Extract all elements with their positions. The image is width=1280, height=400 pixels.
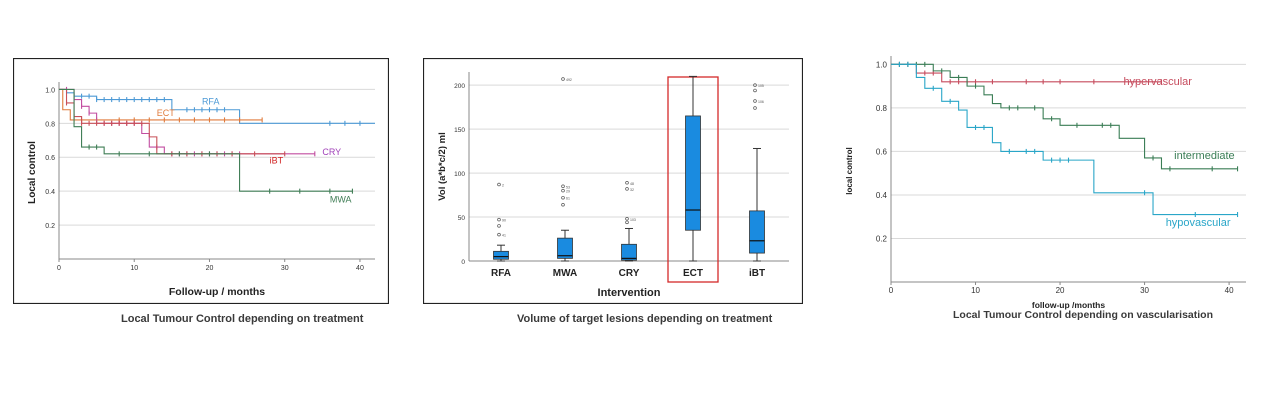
y-tick-label: 0.6 — [876, 147, 888, 156]
outlier-iBT — [753, 99, 757, 103]
y-tick-label: 150 — [454, 127, 465, 134]
outlier-RFA — [497, 224, 501, 228]
km-treatment-chart: 0.2 0.4 0.6 0.8 1.0 0 10 20 30 40 RFA ECT CRY iBT MWA F… — [12, 57, 390, 305]
boxplot-caption: Volume of target lesions depending on tr… — [517, 313, 773, 325]
km-vascular-caption: Local Tumour Control depending on vascul… — [953, 309, 1213, 321]
outlier-MWA — [561, 184, 565, 189]
outlier-label-iBT: 105 — [758, 84, 764, 88]
x-axis-title: Intervention — [598, 287, 661, 299]
y-tick-label: 0 — [461, 259, 465, 266]
box-MWA — [557, 237, 573, 259]
series-label-iBT: iBT — [270, 156, 284, 166]
y-tick-label: 0.4 — [876, 191, 888, 200]
x-tick-label: 0 — [57, 265, 61, 272]
outlier-label-MWA: 492 — [566, 78, 572, 82]
y-tick-label: 1.0 — [45, 87, 55, 94]
chart-frame — [12, 57, 390, 305]
y-tick-label: 0.2 — [45, 223, 55, 230]
outlier-MWA — [561, 202, 565, 207]
outlier-RFA — [497, 232, 501, 237]
outlier-label-CRY: 103 — [630, 218, 636, 222]
y-tick-label: 200 — [454, 83, 465, 90]
x-tick-label: RFA — [491, 268, 511, 279]
km-treatment-panel: 0.2 0.4 0.6 0.8 1.0 0 10 20 30 40 RFA ECT CRY iBT MWA F… — [12, 57, 390, 305]
outlier-label-MWA: 53 — [566, 185, 570, 189]
y-tick-label: 0.8 — [45, 121, 55, 128]
box-CRY — [621, 243, 637, 261]
outlier-label-RFA: 90 — [502, 219, 506, 223]
x-tick-label: 10 — [130, 265, 138, 272]
x-tick-label: 10 — [971, 286, 980, 295]
x-tick-label: 40 — [1225, 286, 1234, 295]
series-line-hypovascular — [891, 63, 1238, 216]
outlier-label-iBT: 106 — [758, 100, 764, 104]
x-axis-title: follow-up /months — [1032, 300, 1105, 310]
outlier-CRY — [625, 187, 629, 191]
series-label-hypervascular: hypervascular — [1123, 76, 1192, 88]
outlier-label-RFA: 2 — [502, 184, 504, 188]
outlier-CRY — [625, 217, 629, 221]
km-vascular-chart: 0.2 0.4 0.6 0.8 1.0 0 10 20 30 40 hypervascular int… — [845, 56, 1246, 310]
outlier-MWA — [561, 188, 565, 193]
outlier-label-MWA: 29 — [566, 190, 570, 194]
outlier-label-RFA: 41 — [502, 234, 506, 238]
x-tick-label: ECT — [683, 268, 703, 279]
chart-frame — [422, 57, 804, 305]
box-iBT — [749, 210, 765, 254]
outlier-iBT — [753, 88, 757, 93]
series-line-hypervascular — [891, 63, 1162, 83]
x-axis-title: Follow-up / months — [169, 286, 265, 298]
km-treatment-caption: Local Tumour Control depending on treatm… — [121, 313, 364, 325]
x-tick-label: 30 — [281, 265, 289, 272]
y-tick-label: 100 — [454, 171, 465, 178]
series-line-MWA — [59, 88, 353, 192]
series-label-MWA: MWA — [330, 195, 352, 205]
x-tick-label: 30 — [1140, 286, 1149, 295]
series-label-RFA: RFA — [202, 96, 220, 106]
outlier-MWA — [561, 77, 565, 81]
x-tick-label: 40 — [356, 265, 364, 272]
series-label-hypovascular: hypovascular — [1166, 217, 1231, 229]
outlier-MWA — [561, 195, 565, 200]
x-tick-label: CRY — [619, 268, 640, 279]
km-vascular-panel: 0.2 0.4 0.6 0.8 1.0 0 10 20 30 40 hypervascular int… — [840, 52, 1260, 312]
outlier-iBT — [753, 106, 757, 110]
y-tick-label: 50 — [458, 215, 466, 222]
y-tick-label: 0.4 — [45, 189, 55, 196]
y-axis-title: Vol (a*b*c/2) ml — [437, 132, 448, 200]
boxplot-panel: 0 50 100 150 200 2 90 41 RFA 492 53 29 61 MWA 48 32 103 C… — [422, 57, 804, 305]
x-tick-label: 20 — [206, 265, 214, 272]
outlier-iBT — [753, 83, 757, 87]
y-tick-label: 1.0 — [876, 60, 888, 69]
y-axis-title: Local control — [27, 141, 38, 204]
series-label-intermediate: intermediate — [1174, 150, 1235, 162]
outlier-RFA — [497, 217, 501, 222]
x-tick-label: 20 — [1056, 286, 1065, 295]
series-line-intermediate — [891, 63, 1238, 170]
x-tick-label: iBT — [749, 268, 765, 279]
box-ECT — [685, 115, 701, 231]
outlier-RFA — [497, 182, 501, 187]
series-label-ECT: ECT — [157, 108, 176, 118]
x-tick-label: 0 — [889, 286, 894, 295]
outlier-CRY — [625, 181, 629, 185]
box-RFA — [493, 250, 509, 260]
outlier-label-MWA: 61 — [566, 197, 570, 201]
y-tick-label: 0.6 — [45, 155, 55, 162]
series-label-CRY: CRY — [322, 147, 341, 157]
y-axis-title: local control — [845, 147, 854, 195]
outlier-label-CRY: 32 — [630, 188, 634, 192]
outlier-label-CRY: 48 — [630, 182, 634, 186]
y-tick-label: 0.8 — [876, 104, 888, 113]
outlier-CRY — [625, 220, 629, 225]
y-tick-label: 0.2 — [876, 234, 888, 243]
x-tick-label: MWA — [553, 268, 577, 279]
